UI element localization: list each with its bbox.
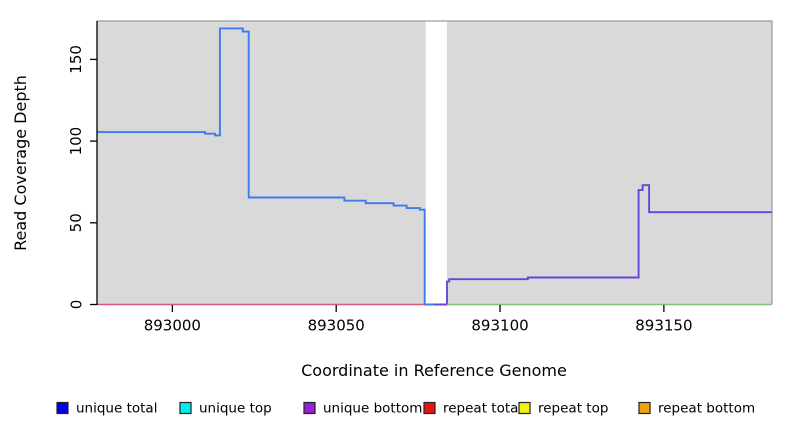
legend-item-unique-bottom: unique bottom [303, 401, 422, 417]
unique-total-coverage-left-block-line [97, 27, 435, 306]
legend-item-repeat-top: repeat top [518, 401, 608, 417]
x-tick-label: 893100 [471, 317, 528, 335]
legend-item-label: unique total [76, 401, 157, 417]
legend-item-label: repeat bottom [658, 401, 755, 417]
y-axis-title: Read Coverage Depth [11, 75, 30, 251]
legend-swatch-icon [56, 401, 69, 415]
y-tick-label: 0 [67, 300, 85, 310]
legend-item-unique-total: unique total [56, 401, 157, 417]
legend-item-repeat-bottom: repeat bottom [638, 401, 755, 417]
y-tick-label: 150 [67, 45, 85, 74]
legend: unique total unique top unique bottom repea… [56, 401, 755, 417]
y-tick-label: 50 [67, 213, 85, 232]
legend-swatch-icon [423, 401, 436, 415]
legend-swatch-icon [179, 401, 192, 415]
legend-item-label: unique bottom [323, 401, 422, 417]
y-tick-label: 100 [67, 127, 85, 156]
legend-swatch-icon [638, 401, 651, 415]
legend-swatch-icon [303, 401, 316, 415]
coverage-gap-band [425, 21, 447, 305]
x-axis-title: Coordinate in Reference Genome [301, 361, 567, 380]
plot-background-layer [97, 20, 773, 305]
x-tick-label: 893050 [308, 317, 365, 335]
series-lines-layer [97, 27, 772, 306]
x-tick-label: 893150 [635, 317, 692, 335]
axes-layer: 0 50 100 150 893000 893050 893100 893150 [67, 21, 693, 335]
legend-item-label: unique top [199, 401, 272, 417]
plot-border [97, 20, 773, 305]
legend-swatch-icon [518, 401, 531, 415]
legend-item-unique-top: unique top [179, 401, 272, 417]
legend-item-label: repeat top [538, 401, 608, 417]
legend-item-label: repeat total [443, 401, 522, 417]
legend-item-repeat-total: repeat total [423, 401, 522, 417]
unique-bottom-coverage-right-block-line [434, 184, 772, 306]
x-tick-label: 893000 [144, 317, 201, 335]
